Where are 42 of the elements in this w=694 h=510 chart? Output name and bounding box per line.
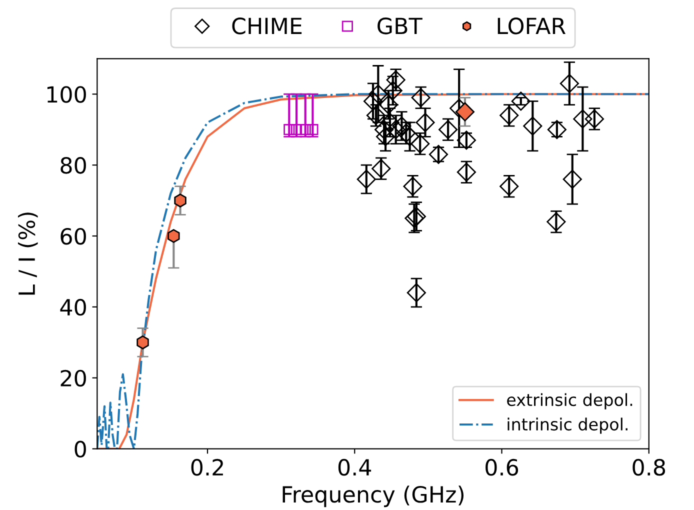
y-tick-label: 0 (74, 440, 86, 458)
point (438, 120, 458, 140)
point (416, 112, 435, 132)
y-tick-label: 80 (60, 157, 86, 174)
point (403, 176, 422, 196)
point (410, 134, 430, 154)
point (356, 170, 376, 189)
y-tick-label: 100 (47, 86, 86, 103)
point (584, 109, 604, 128)
x-tick-label: 0.4 (338, 458, 372, 476)
point (560, 74, 579, 94)
point (168, 229, 180, 243)
x-tick-label: 0.6 (486, 458, 518, 476)
point (500, 176, 519, 196)
point (455, 102, 475, 122)
point (428, 144, 448, 164)
x-axis-title: Frequency (GHz) (282, 486, 464, 508)
x-tick-label: 0.2 (191, 458, 223, 476)
legend-label: CHIME (232, 18, 302, 34)
point (573, 109, 592, 128)
y-tick-label: 20 (60, 370, 86, 387)
y-axis-title: L / I (%) (18, 212, 38, 295)
point (174, 194, 186, 208)
y-tick-label: 60 (60, 228, 86, 245)
point (368, 84, 388, 104)
x-tick-label: 0.8 (632, 458, 666, 476)
legend-label: GBT (378, 18, 422, 34)
legend-label: extrinsic depol. (507, 393, 632, 410)
point (562, 170, 582, 189)
point (378, 95, 398, 114)
point (136, 335, 149, 350)
point (546, 212, 566, 232)
point (363, 92, 383, 111)
legend-label: LOFAR (498, 18, 566, 34)
point (547, 120, 566, 140)
point (523, 116, 542, 136)
legend-label: intrinsic depol. (508, 418, 628, 434)
y-tick-label: 40 (60, 298, 86, 316)
point (372, 159, 391, 178)
point (456, 162, 476, 182)
point (511, 92, 530, 111)
point (406, 283, 426, 302)
